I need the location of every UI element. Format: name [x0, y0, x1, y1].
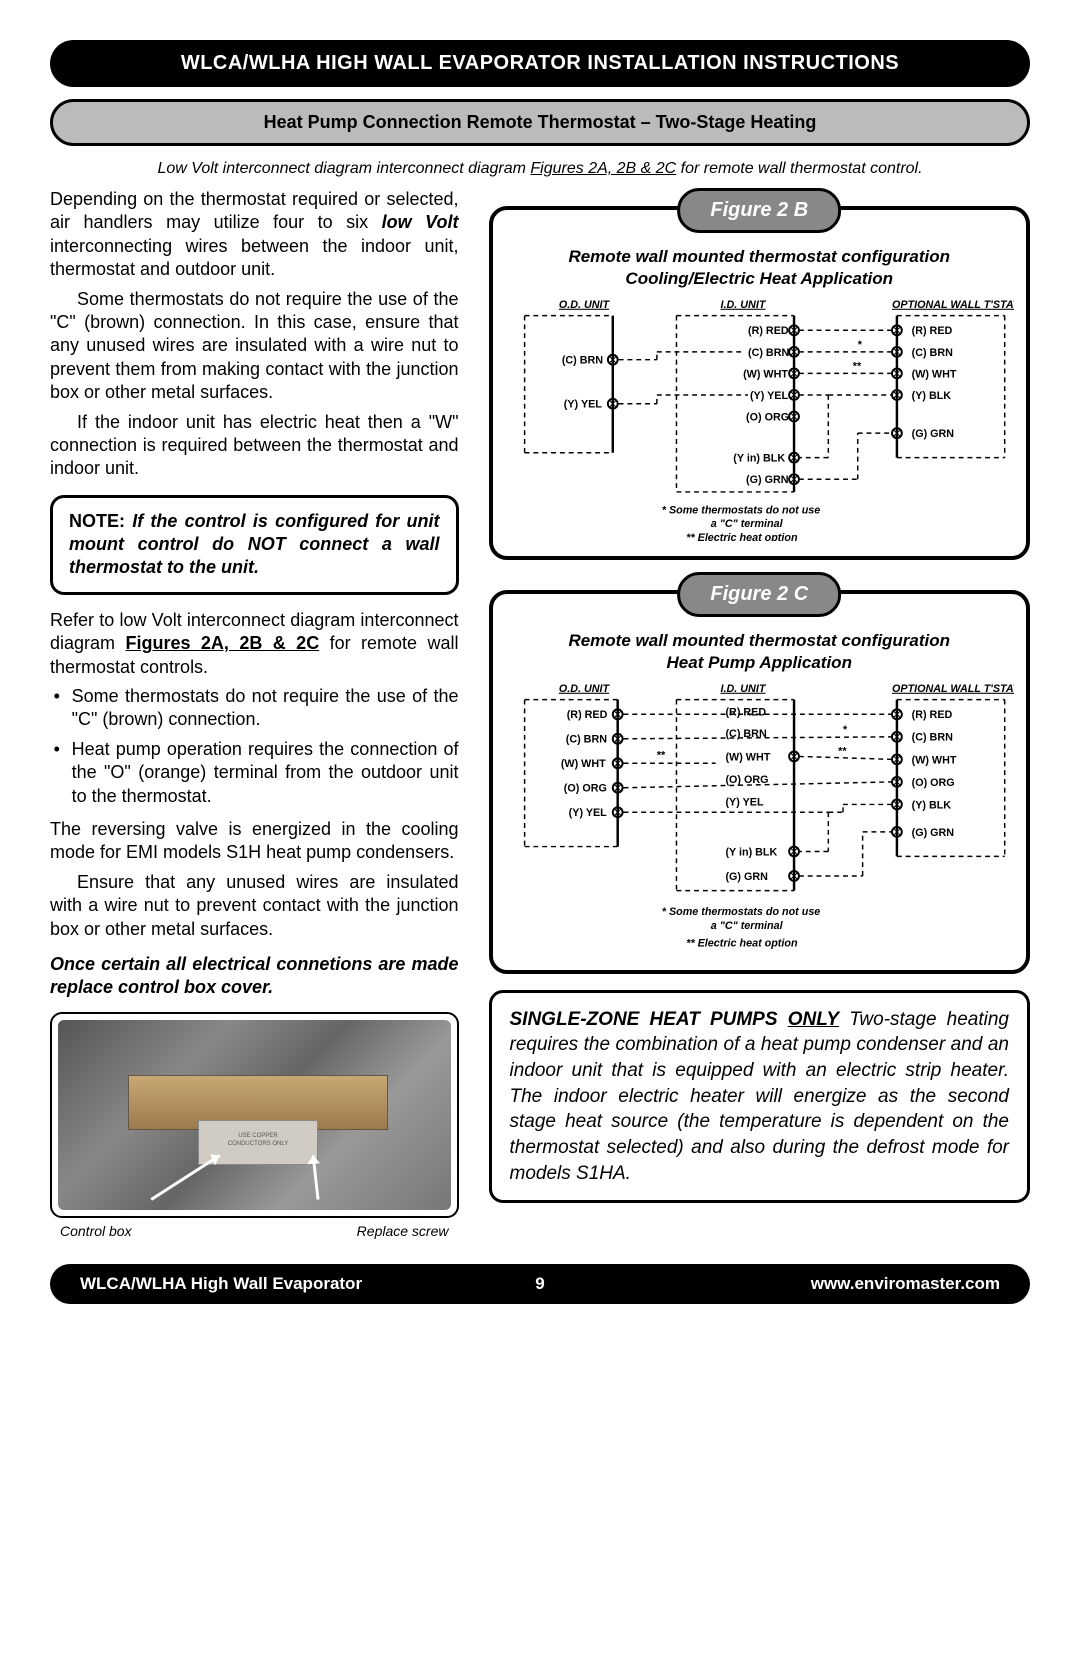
p1b: low Volt	[382, 212, 459, 232]
info-lead-u: ONLY	[788, 1009, 839, 1030]
figure-2c: Figure 2 C Remote wall mounted thermosta…	[489, 590, 1031, 974]
info-lead: SINGLE-ZONE HEAT PUMPS	[510, 1009, 788, 1030]
svg-text:(R) RED: (R) RED	[566, 710, 607, 722]
svg-text:(G) GRN: (G) GRN	[911, 827, 954, 839]
svg-text:(R) RED: (R) RED	[747, 325, 788, 337]
svg-text:(W) WHT: (W) WHT	[743, 369, 788, 381]
right-column: Figure 2 B Remote wall mounted thermosta…	[489, 188, 1031, 1240]
svg-text:**: **	[838, 746, 847, 758]
svg-text:(C) BRN: (C) BRN	[565, 734, 606, 746]
svg-text:a "C" terminal: a "C" terminal	[710, 920, 783, 932]
para-3: If the indoor unit has electric heat the…	[50, 411, 459, 481]
svg-text:(W) WHT: (W) WHT	[725, 752, 770, 764]
svg-text:O.D. UNIT: O.D. UNIT	[558, 683, 610, 695]
svg-text:(R) RED: (R) RED	[911, 325, 952, 337]
svg-text:* Some thermostats do not use: * Some thermostats do not use	[661, 906, 820, 918]
svg-text:(W) WHT: (W) WHT	[911, 755, 956, 767]
fig2b-title: Remote wall mounted thermostat configura…	[505, 246, 1015, 290]
para-6: Ensure that any unused wires are insulat…	[50, 871, 459, 941]
footer-left: WLCA/WLHA High Wall Evaporator	[80, 1274, 535, 1294]
fig2b-tab: Figure 2 B	[677, 188, 841, 233]
svg-text:** Electric heat option: ** Electric heat option	[686, 532, 798, 541]
svg-text:**: **	[656, 750, 665, 762]
page-subtitle-bar: Heat Pump Connection Remote Thermostat –…	[50, 99, 1030, 146]
intro-text: Low Volt interconnect diagram interconne…	[157, 160, 922, 177]
para-5: The reversing valve is energized in the …	[50, 818, 459, 865]
single-zone-info: SINGLE-ZONE HEAT PUMPS ONLY Two-stage he…	[489, 990, 1031, 1203]
svg-text:(O) ORG: (O) ORG	[911, 777, 954, 789]
svg-text:(R) RED: (R) RED	[725, 707, 766, 719]
svg-text:OPTIONAL WALL T'STAT: OPTIONAL WALL T'STAT	[892, 683, 1014, 695]
fig2c-t2: Heat Pump Application	[667, 653, 852, 672]
footer-page: 9	[535, 1274, 544, 1294]
footer-bar: WLCA/WLHA High Wall Evaporator 9 www.env…	[50, 1264, 1030, 1304]
svg-text:**: **	[852, 361, 861, 373]
svg-text:(W) WHT: (W) WHT	[560, 759, 605, 771]
device-sticker: USE COPPERCONDUCTORS ONLY	[198, 1120, 318, 1165]
fig2b-t2: Cooling/Electric Heat Application	[625, 269, 893, 288]
svg-text:(C) BRN: (C) BRN	[561, 355, 602, 367]
info-body: Two-stage heating requires the combinati…	[510, 1009, 1010, 1184]
svg-text:(Y) YEL: (Y) YEL	[563, 399, 602, 411]
intro-figref: Figures 2A, 2B & 2C	[530, 160, 676, 177]
fig2c-diagram: O.D. UNIT I.D. UNIT OPTIONAL WALL T'STAT	[505, 680, 1015, 954]
fig2b-id-terms: (R) RED (C) BRN (W) WHT (Y) YEL (O) ORG …	[733, 325, 799, 486]
svg-text:*: *	[843, 724, 848, 736]
photo-box: USE COPPERCONDUCTORS ONLY	[50, 1012, 459, 1218]
p1c: interconnecting wires between the indoor…	[50, 236, 459, 279]
svg-text:(G) GRN: (G) GRN	[725, 871, 768, 883]
bullet-2: Heat pump operation requires the connect…	[72, 738, 459, 808]
svg-text:a "C" terminal: a "C" terminal	[710, 518, 783, 530]
svg-text:OPTIONAL WALL T'STAT: OPTIONAL WALL T'STAT	[892, 299, 1014, 311]
control-box-photo: USE COPPERCONDUCTORS ONLY	[58, 1020, 451, 1210]
svg-text:(Y) BLK: (Y) BLK	[911, 390, 951, 402]
svg-text:(G) GRN: (G) GRN	[911, 428, 954, 440]
footer-right: www.enviromaster.com	[545, 1274, 1000, 1294]
left-column: Depending on the thermostat required or …	[50, 188, 459, 1240]
fig2c-tab: Figure 2 C	[677, 572, 841, 617]
bullet-1: Some thermostats do not require the use …	[72, 685, 459, 732]
svg-text:(O) ORG: (O) ORG	[746, 412, 789, 424]
svg-text:(Y in) BLK: (Y in) BLK	[733, 453, 785, 465]
para-1: Depending on the thermostat required or …	[50, 188, 459, 282]
svg-text:I.D. UNIT: I.D. UNIT	[720, 683, 766, 695]
svg-text:(Y) YEL: (Y) YEL	[749, 390, 788, 402]
p4b: Figures 2A, 2B & 2C	[125, 633, 319, 653]
svg-text:* Some thermostats do not use: * Some thermostats do not use	[661, 505, 820, 517]
note-label: NOTE:	[69, 511, 125, 531]
fig2b-diagram: O.D. UNIT I.D. UNIT OPTIONAL WALL T'STAT	[505, 296, 1015, 541]
photo-caption-right: Replace screw	[357, 1222, 449, 1240]
svg-text:*: *	[857, 339, 862, 351]
svg-text:(G) GRN: (G) GRN	[746, 474, 789, 486]
svg-text:(Y in) BLK: (Y in) BLK	[725, 847, 777, 859]
fig2b-t1: Remote wall mounted thermostat configura…	[568, 247, 950, 266]
svg-text:** Electric heat option: ** Electric heat option	[686, 938, 798, 950]
svg-text:I.D. UNIT: I.D. UNIT	[720, 299, 766, 311]
page-title-bar: WLCA/WLHA HIGH WALL EVAPORATOR INSTALLAT…	[50, 40, 1030, 87]
para-4: Refer to low Volt interconnect diagram i…	[50, 609, 459, 679]
svg-text:(O) ORG: (O) ORG	[725, 774, 768, 786]
svg-text:(O) ORG: (O) ORG	[563, 783, 606, 795]
para-2: Some thermostats do not require the use …	[50, 288, 459, 405]
svg-text:(C) BRN: (C) BRN	[747, 347, 788, 359]
svg-text:(Y) BLK: (Y) BLK	[911, 800, 951, 812]
svg-text:(Y) YEL: (Y) YEL	[725, 797, 764, 809]
svg-text:(C) BRN: (C) BRN	[911, 732, 952, 744]
svg-text:(R) RED: (R) RED	[911, 710, 952, 722]
svg-text:O.D. UNIT: O.D. UNIT	[558, 299, 610, 311]
closing-instruction: Once certain all electrical connetions a…	[50, 953, 459, 1000]
svg-text:(Y) YEL: (Y) YEL	[568, 808, 607, 820]
note-box: NOTE: If the control is configured for u…	[50, 495, 459, 595]
fig2c-t1: Remote wall mounted thermostat configura…	[568, 631, 950, 650]
svg-text:(W) WHT: (W) WHT	[911, 369, 956, 381]
intro-line: Low Volt interconnect diagram interconne…	[50, 160, 1030, 178]
fig2c-title: Remote wall mounted thermostat configura…	[505, 630, 1015, 674]
svg-text:(C) BRN: (C) BRN	[911, 347, 952, 359]
figure-2b: Figure 2 B Remote wall mounted thermosta…	[489, 206, 1031, 560]
photo-caption-left: Control box	[60, 1222, 132, 1240]
note-body: If the control is configured for unit mo…	[69, 511, 440, 578]
